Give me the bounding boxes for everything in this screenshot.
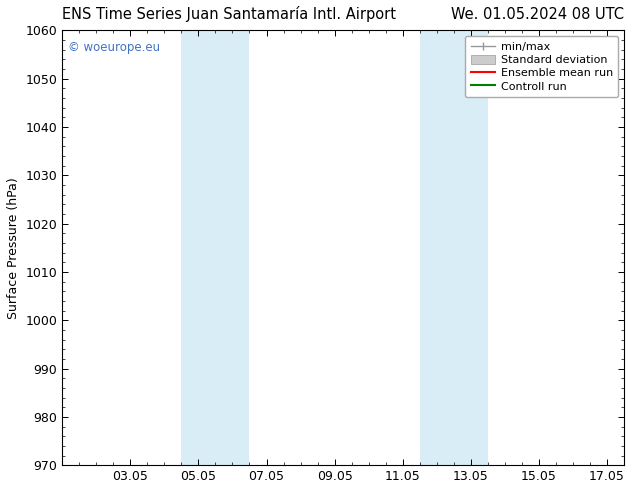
- Y-axis label: Surface Pressure (hPa): Surface Pressure (hPa): [7, 177, 20, 318]
- Bar: [181, 30, 250, 465]
- Text: ENS Time Series Juan Santamaría Intl. Airport: ENS Time Series Juan Santamaría Intl. Ai…: [62, 6, 396, 22]
- Legend: min/max, Standard deviation, Ensemble mean run, Controll run: min/max, Standard deviation, Ensemble me…: [465, 36, 618, 98]
- Text: © woeurope.eu: © woeurope.eu: [68, 41, 160, 54]
- Text: We. 01.05.2024 08 UTC: We. 01.05.2024 08 UTC: [451, 7, 624, 22]
- Bar: [420, 30, 488, 465]
